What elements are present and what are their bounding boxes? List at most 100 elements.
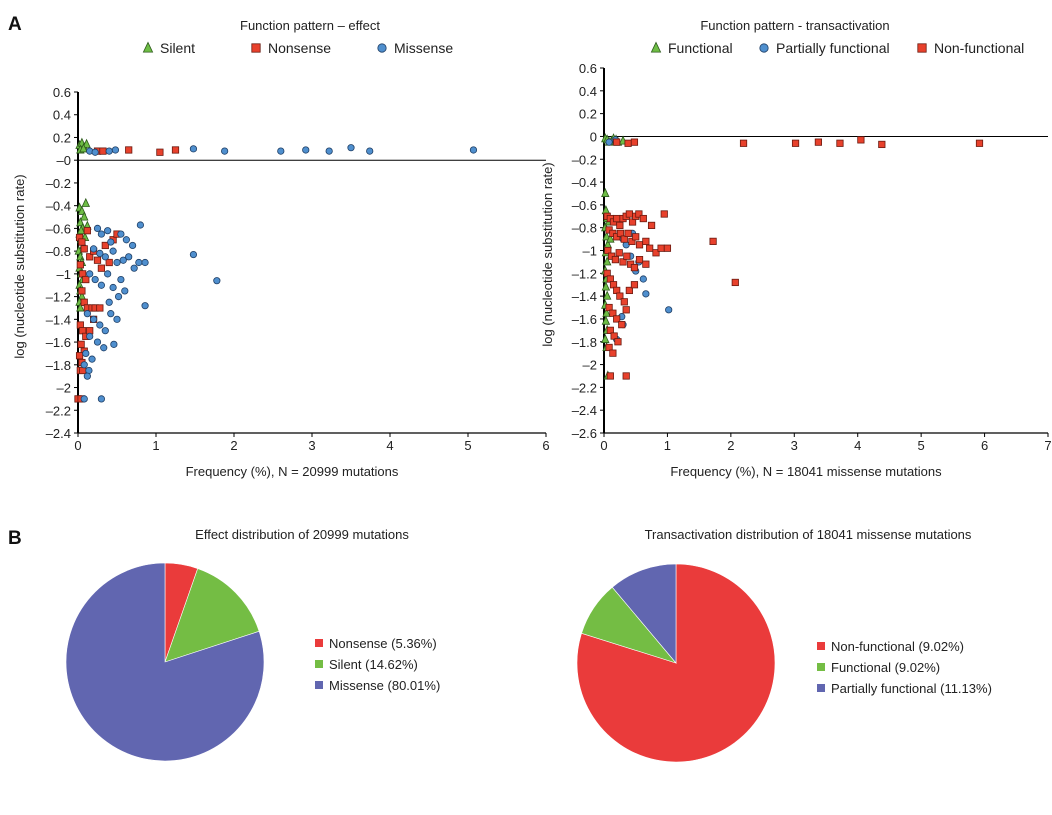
data-point-functional bbox=[602, 290, 612, 300]
y-tick-label: –1.8 bbox=[572, 335, 597, 350]
data-point-non-functional bbox=[624, 139, 632, 147]
x-tick-label: 0 bbox=[74, 438, 81, 453]
data-point-non-functional bbox=[624, 229, 632, 237]
data-point-functional bbox=[601, 315, 611, 325]
y-tick-label: 0.4 bbox=[579, 84, 597, 99]
y-tick-label: –1.4 bbox=[572, 289, 597, 304]
x-tick-label: 1 bbox=[664, 438, 671, 453]
x-tick-label: 6 bbox=[981, 438, 988, 453]
data-point-functional bbox=[601, 281, 611, 291]
data-point-non-functional bbox=[642, 237, 650, 245]
data-point-non-functional bbox=[616, 292, 624, 300]
pie-slice bbox=[65, 562, 265, 762]
data-point-silent bbox=[81, 197, 91, 207]
data-point-non-functional bbox=[609, 349, 617, 357]
data-point-non-functional bbox=[604, 246, 612, 255]
data-point-non-functional bbox=[663, 244, 672, 252]
data-point-non-functional bbox=[623, 252, 631, 260]
y-tick-label: 0.4 bbox=[53, 108, 71, 123]
data-point-silent bbox=[77, 205, 87, 215]
data-point-silent bbox=[76, 217, 85, 227]
data-point-non-functional bbox=[613, 138, 621, 146]
x-axis-label: Frequency (%), N = 18041 missense mutati… bbox=[670, 464, 942, 479]
data-point-partially-functional bbox=[605, 138, 613, 146]
legend-label: Missense bbox=[394, 40, 453, 56]
data-point-non-functional bbox=[628, 237, 636, 245]
data-point-missense bbox=[141, 258, 149, 267]
data-point-missense bbox=[100, 344, 108, 352]
data-point-missense bbox=[325, 147, 333, 155]
pie-legend-label: Non-functional (9.02%) bbox=[831, 639, 964, 654]
x-tick-label: 4 bbox=[854, 438, 861, 453]
y-tick-label: –2.2 bbox=[46, 403, 71, 418]
data-point-nonsense bbox=[80, 245, 88, 253]
data-point-missense bbox=[91, 148, 99, 156]
data-point-non-functional bbox=[614, 338, 622, 346]
x-tick-label: 6 bbox=[542, 438, 549, 453]
data-point-missense bbox=[111, 146, 120, 154]
y-tick-label: 0 bbox=[590, 129, 597, 144]
x-tick-label: 3 bbox=[308, 438, 315, 453]
data-point-missense bbox=[366, 147, 374, 155]
data-point-missense bbox=[105, 147, 113, 155]
data-point-nonsense bbox=[171, 146, 180, 154]
data-point-non-functional bbox=[613, 214, 621, 223]
data-point-non-functional bbox=[622, 372, 630, 380]
pie-title: Transactivation distribution of 18041 mi… bbox=[645, 527, 972, 542]
data-point-non-functional bbox=[625, 286, 633, 295]
data-point-nonsense bbox=[77, 340, 85, 348]
data-point-nonsense bbox=[75, 352, 84, 360]
data-point-non-functional bbox=[647, 221, 656, 230]
y-tick-label: –2.6 bbox=[572, 426, 597, 441]
data-point-functional bbox=[606, 233, 615, 243]
data-point-non-functional bbox=[630, 138, 639, 146]
y-tick-label: 0.2 bbox=[579, 107, 597, 122]
y-tick-label: –0.4 bbox=[46, 199, 71, 214]
data-point-missense bbox=[109, 247, 117, 255]
data-point-missense bbox=[122, 236, 130, 244]
data-point-missense bbox=[119, 256, 127, 264]
data-point-missense bbox=[347, 144, 355, 152]
y-tick-label: –0.6 bbox=[46, 221, 71, 236]
y-tick-label: –1.6 bbox=[572, 312, 597, 327]
data-point-functional bbox=[601, 187, 610, 197]
data-point-nonsense bbox=[97, 264, 105, 272]
data-point-functional bbox=[602, 256, 612, 266]
pie-legend-swatch bbox=[817, 642, 825, 650]
data-point-non-functional bbox=[616, 229, 625, 237]
data-point-non-functional bbox=[646, 244, 654, 252]
pie-legend-label: Functional (9.02%) bbox=[831, 660, 940, 675]
data-point-non-functional bbox=[618, 321, 626, 329]
data-point-silent bbox=[76, 225, 86, 235]
x-tick-label: 2 bbox=[727, 438, 734, 453]
pie-legend-label: Partially functional (11.13%) bbox=[831, 681, 992, 696]
pie-legend-swatch bbox=[315, 660, 323, 668]
data-point-missense bbox=[121, 287, 129, 295]
data-point-nonsense bbox=[156, 148, 164, 156]
data-point-partially-functional bbox=[639, 275, 647, 283]
data-point-missense bbox=[114, 292, 123, 301]
data-point-missense bbox=[104, 270, 112, 278]
data-point-non-functional bbox=[606, 372, 614, 380]
data-point-non-functional bbox=[611, 256, 620, 264]
legend-label: Non-functional bbox=[934, 40, 1024, 56]
data-point-missense bbox=[104, 227, 112, 235]
data-point-non-functional bbox=[609, 309, 617, 317]
data-point-missense bbox=[90, 245, 98, 253]
data-point-missense bbox=[80, 361, 88, 369]
data-point-missense bbox=[101, 253, 109, 261]
legend-marker-square bbox=[251, 43, 261, 53]
chart-title: Function pattern – effect bbox=[240, 18, 380, 33]
y-tick-label: –0.8 bbox=[572, 221, 597, 236]
data-point-non-functional bbox=[836, 139, 844, 147]
data-point-silent bbox=[80, 211, 89, 221]
data-point-missense bbox=[105, 298, 113, 306]
data-point-missense bbox=[117, 275, 125, 284]
data-point-non-functional bbox=[632, 233, 640, 241]
legend-marker-triangle bbox=[142, 41, 154, 53]
legend-marker-square bbox=[917, 43, 927, 53]
data-point-non-functional bbox=[606, 326, 614, 334]
y-tick-label: –1 bbox=[57, 267, 71, 282]
data-point-missense bbox=[83, 372, 91, 380]
